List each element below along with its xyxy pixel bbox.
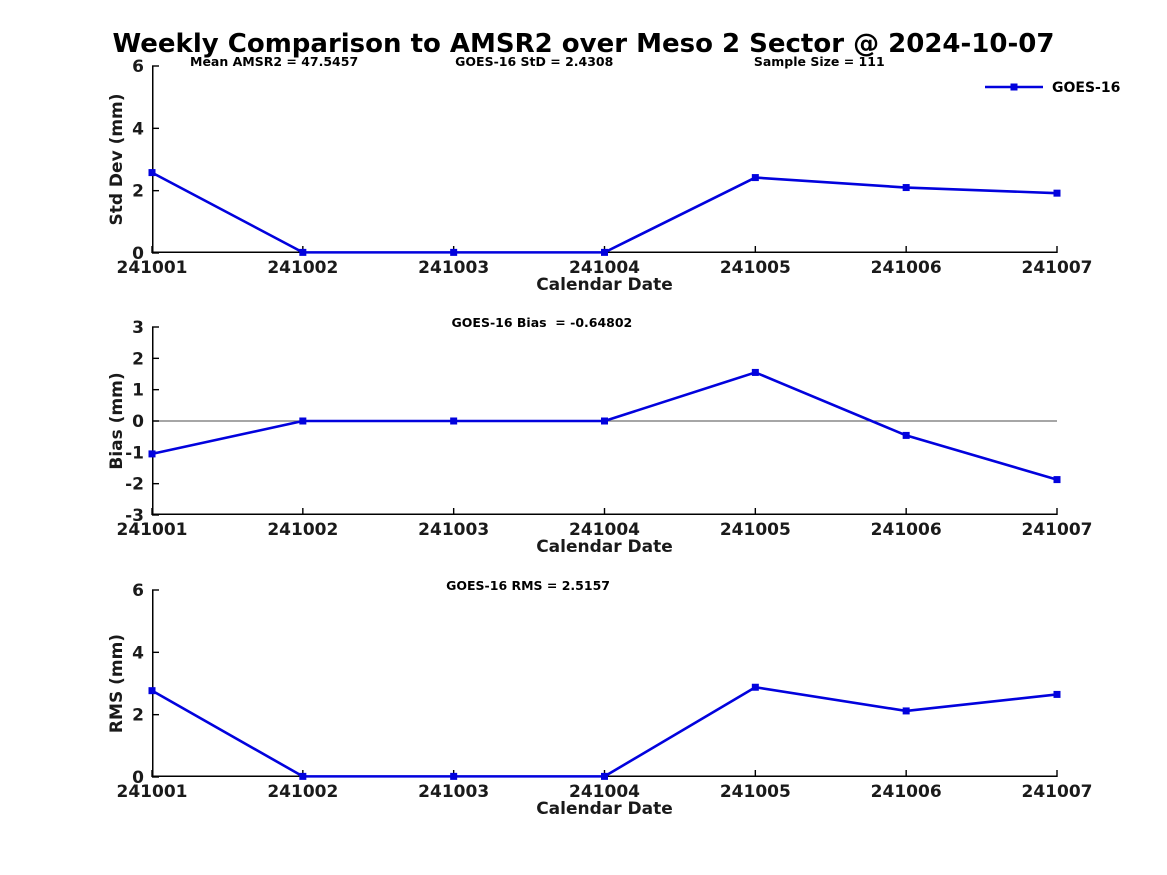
y-tick-label: 0 (132, 244, 144, 264)
x-tick-label: 241003 (418, 520, 489, 540)
data-point-marker (751, 683, 759, 691)
data-point-marker (1053, 476, 1061, 484)
subplot-std-dev: 241001 241002 241003 241004 241005 241006 2410… (0, 54, 1167, 295)
y-tick-label: 0 (132, 768, 144, 788)
y-tick-label: 1 (132, 381, 144, 401)
data-point-marker (1053, 690, 1061, 698)
y-tick-label: 3 (132, 318, 144, 338)
x-tick-label: 241004 (569, 520, 640, 540)
annotation: GOES-16 StD = 2.4308 (455, 54, 613, 69)
plot-area: 241001 241002 241003 241004 241005 241006 2410… (107, 54, 1120, 295)
data-point-marker (450, 417, 458, 425)
data-point-marker (902, 707, 910, 715)
y-tick-label: 2 (132, 706, 144, 726)
plot-area: 241001 241002 241003 241004 241005 241006 2410… (107, 315, 1092, 557)
x-tick-label: 241001 (117, 258, 188, 278)
figure-title: Weekly Comparison to AMSR2 over Meso 2 S… (112, 29, 1055, 59)
data-point-marker (148, 169, 156, 177)
x-tick-label: 241002 (267, 520, 338, 540)
data-point-marker (751, 174, 759, 182)
x-axis-label: Calendar Date (536, 799, 673, 819)
y-tick-label: 2 (132, 349, 144, 369)
data-point-marker (148, 687, 156, 695)
x-tick-label: 241007 (1022, 258, 1093, 278)
y-tick-label: 2 (132, 182, 144, 202)
data-point-marker (902, 184, 910, 192)
data-point-marker (601, 772, 608, 780)
data-point-marker (450, 248, 458, 256)
y-axis-label: Bias (mm) (107, 372, 127, 469)
y-axis-label: RMS (mm) (107, 634, 127, 733)
x-tick-label: 241002 (267, 782, 338, 802)
x-tick-label: 241004 (569, 782, 640, 802)
x-tick-label: 241006 (871, 782, 942, 802)
y-tick-label: -1 (125, 443, 144, 463)
data-point-marker (902, 431, 910, 439)
x-tick-label: 241005 (720, 782, 791, 802)
data-point-marker (601, 248, 608, 256)
x-tick-label: 241006 (871, 258, 942, 278)
series-line (151, 685, 1058, 778)
data-point-marker (450, 772, 458, 780)
series-line (151, 371, 1058, 481)
x-tick-label: 241004 (569, 258, 640, 278)
y-tick-label: 4 (132, 119, 144, 139)
x-axis-label: Calendar Date (536, 537, 673, 557)
data-point-marker (299, 772, 307, 780)
series-line (151, 171, 1058, 254)
annotation: Sample Size = 111 (754, 54, 885, 69)
y-tick-label: 6 (132, 57, 144, 77)
subplot-bias: 241001 241002 241003 241004 241005 241006 2410… (0, 315, 1167, 557)
legend: GOES-16 (985, 80, 1120, 96)
y-axis-label: Std Dev (mm) (107, 93, 127, 225)
legend-marker (1010, 83, 1018, 91)
x-tick-label: 241003 (418, 782, 489, 802)
x-tick-label: 241007 (1022, 782, 1093, 802)
x-tick-label: 241002 (267, 258, 338, 278)
data-point-marker (299, 248, 307, 256)
y-tick-label: 6 (132, 581, 144, 601)
legend-label: GOES-16 (1052, 80, 1120, 96)
x-axis-label: Calendar Date (536, 275, 673, 295)
subplot-rms: 241001 241002 241003 241004 241005 241006 2410… (0, 578, 1167, 819)
x-tick-label: 241001 (117, 782, 188, 802)
x-tick-label: 241007 (1022, 520, 1093, 540)
data-point-marker (299, 417, 307, 425)
x-tick-label: 241005 (720, 520, 791, 540)
x-tick-label: 241006 (871, 520, 942, 540)
y-tick-label: -2 (125, 475, 144, 495)
x-tick-label: 241003 (418, 258, 489, 278)
annotation: GOES-16 Bias = -0.64802 (452, 315, 633, 330)
annotation: Mean AMSR2 = 47.5457 (190, 54, 358, 69)
x-tick-label: 241005 (720, 258, 791, 278)
y-tick-label: 4 (132, 643, 144, 663)
plot-area: 241001 241002 241003 241004 241005 241006 2410… (107, 578, 1092, 819)
data-point-marker (601, 417, 608, 425)
annotation: GOES-16 RMS = 2.5157 (446, 578, 610, 593)
y-tick-label: 0 (132, 412, 144, 432)
data-point-marker (148, 450, 156, 458)
data-point-marker (751, 368, 759, 376)
y-tick-label: -3 (125, 506, 144, 526)
data-point-marker (1053, 189, 1061, 197)
x-tick-label: 241001 (117, 520, 188, 540)
